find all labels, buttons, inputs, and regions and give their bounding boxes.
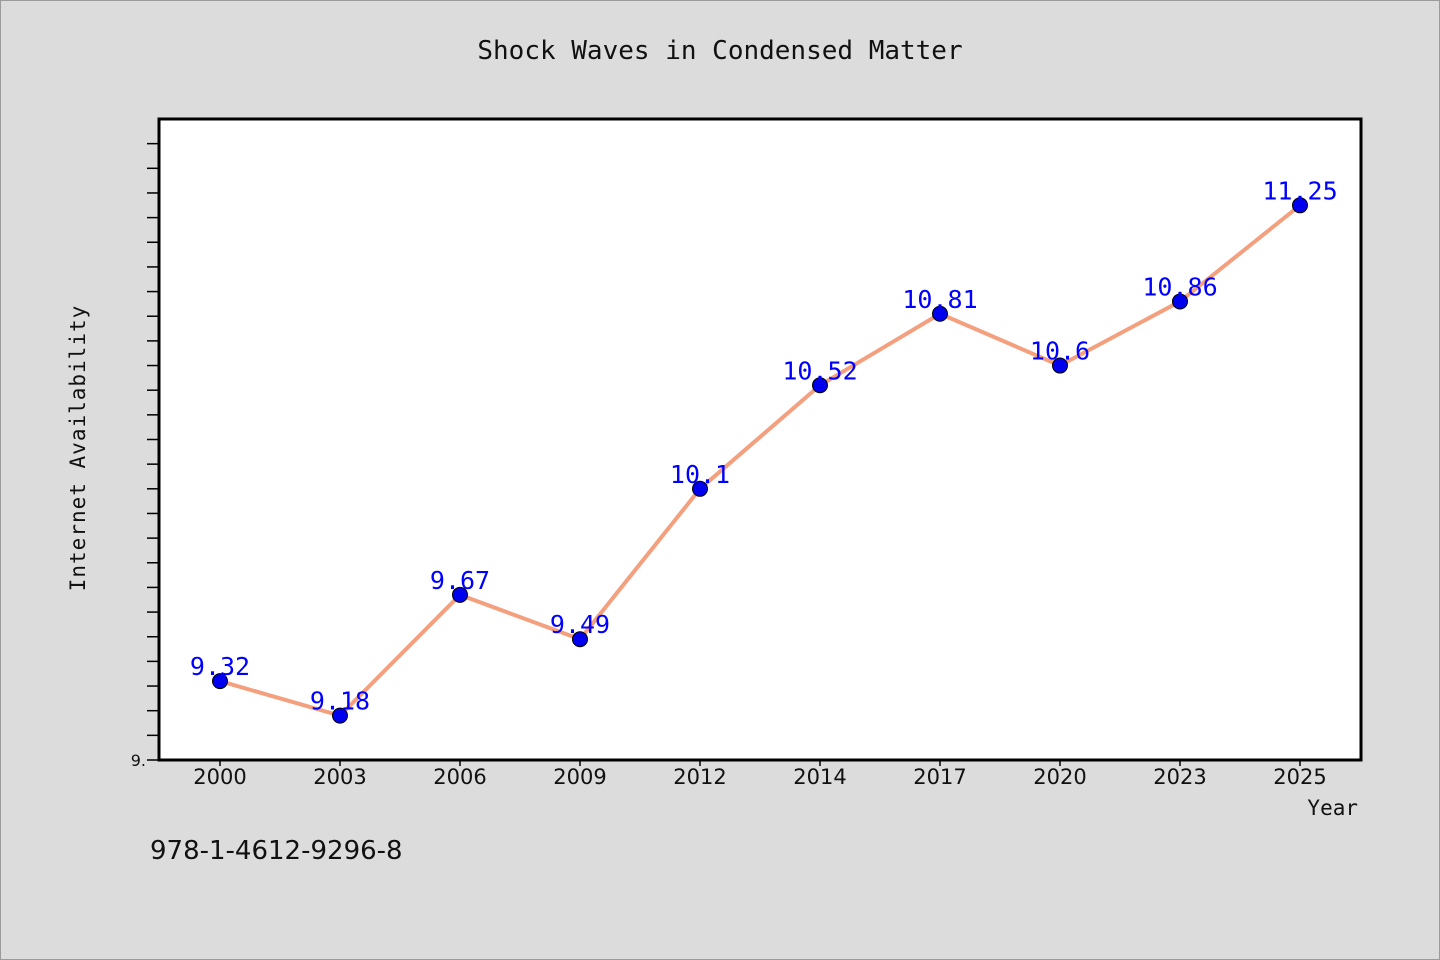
y-axis-label: Internet Availability xyxy=(66,304,90,592)
data-labels-group: 9.32 9.18 9.67 9.49 10.1 10.52 10.81 10.6 10.86 1… xyxy=(190,176,1338,715)
x-tick-label: 2003 xyxy=(313,765,366,789)
data-point xyxy=(572,631,588,648)
data-label: 10.86 xyxy=(1142,272,1217,301)
x-tick-label: 2012 xyxy=(673,765,726,789)
data-point xyxy=(212,673,228,690)
data-label: 11.25 xyxy=(1262,176,1337,205)
y-ticks xyxy=(147,142,159,761)
x-tick-label: 2009 xyxy=(553,765,606,789)
data-point xyxy=(932,305,948,322)
markers-group xyxy=(212,197,1308,724)
data-label: 9.67 xyxy=(430,566,490,595)
data-label: 9.18 xyxy=(310,687,370,716)
series-line xyxy=(218,203,1302,718)
isbn-text: 978-1-4612-9296-8 xyxy=(150,836,403,866)
y-tick-label: 9. xyxy=(131,751,146,770)
data-label: 10.1 xyxy=(670,460,730,489)
x-tick-label: 2006 xyxy=(433,765,486,789)
series-line-group xyxy=(218,203,1302,718)
data-label: 10.52 xyxy=(782,356,857,385)
data-point xyxy=(692,480,708,497)
data-label: 10.6 xyxy=(1030,337,1090,366)
x-tick-label: 2025 xyxy=(1273,765,1326,789)
data-label: 9.32 xyxy=(190,652,250,681)
data-point xyxy=(452,586,468,603)
x-tick-label: 2014 xyxy=(793,765,846,789)
x-tick-label: 2017 xyxy=(913,765,966,789)
x-tick-label: 2023 xyxy=(1153,765,1206,789)
plot-border xyxy=(157,117,1363,762)
data-point xyxy=(1172,293,1188,310)
data-label: 10.81 xyxy=(902,285,977,314)
data-point xyxy=(1052,357,1068,374)
data-point xyxy=(1292,197,1308,214)
data-point xyxy=(332,707,348,724)
data-label: 9.49 xyxy=(550,610,610,639)
chart-title: Shock Waves in Condensed Matter xyxy=(477,36,963,66)
x-tick-label: 2020 xyxy=(1033,765,1086,789)
x-axis-label: Year xyxy=(1307,796,1358,820)
data-point xyxy=(812,377,828,394)
x-tick-label: 2000 xyxy=(193,765,246,789)
x-ticks: 2000 2003 2006 2009 2012 2014 2017 2020 2023 2025 xyxy=(193,760,1327,789)
